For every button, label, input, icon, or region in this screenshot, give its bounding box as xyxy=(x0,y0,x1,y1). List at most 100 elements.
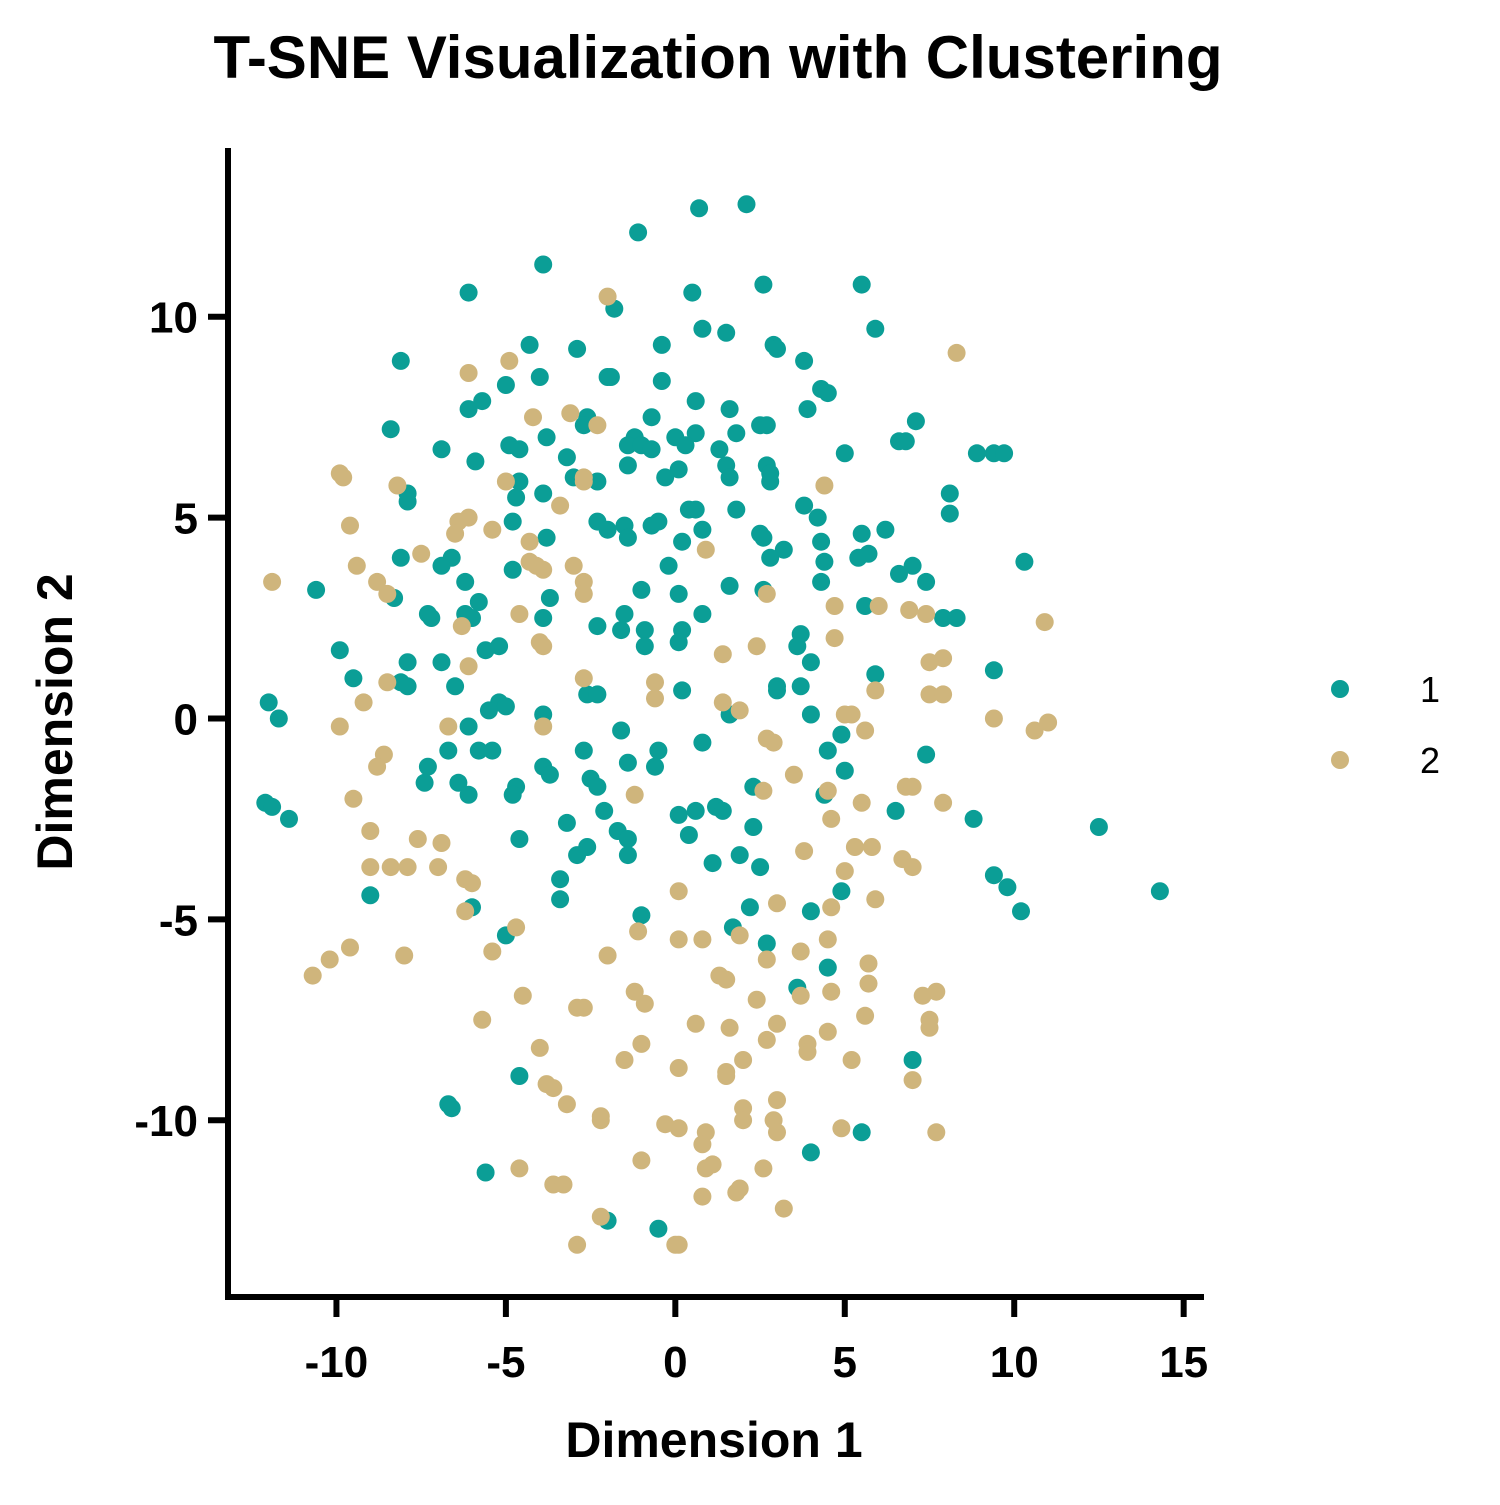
cluster-1-point xyxy=(598,368,617,386)
cluster-1-point xyxy=(1089,818,1108,836)
cluster-1-point xyxy=(476,1163,495,1182)
cluster-2-point xyxy=(900,601,919,619)
cluster-2-point xyxy=(574,998,593,1017)
cluster-1-point xyxy=(917,745,936,764)
cluster-2-point xyxy=(378,673,397,692)
cluster-1-point xyxy=(330,641,349,660)
cluster-2-point xyxy=(934,685,953,704)
cluster-1-point xyxy=(618,753,637,772)
cluster-2-point xyxy=(473,1010,492,1029)
cluster-1-point xyxy=(503,785,522,804)
cluster-1-point xyxy=(612,621,631,640)
cluster-2-point xyxy=(1035,613,1054,632)
cluster-2-point xyxy=(842,1051,861,1069)
cluster-1-point xyxy=(669,460,688,479)
cluster-2-point xyxy=(632,1151,651,1170)
cluster-1-point xyxy=(459,785,478,804)
cluster-1-point xyxy=(652,372,671,390)
cluster-2-point xyxy=(412,544,431,563)
cluster-1-point xyxy=(757,934,776,953)
cluster-1-point xyxy=(649,512,668,531)
cluster-2-point xyxy=(825,597,844,615)
cluster-1-point xyxy=(618,846,637,865)
cluster-1-point xyxy=(510,472,529,491)
legend-marker-2 xyxy=(1331,751,1349,769)
cluster-1-point xyxy=(510,440,529,459)
cluster-1-point xyxy=(730,846,749,865)
cluster-1-point xyxy=(307,580,326,599)
cluster-1-point xyxy=(642,440,661,459)
cluster-1-point xyxy=(795,351,814,370)
cluster-1-point xyxy=(530,368,549,386)
cluster-1-point xyxy=(588,777,607,796)
cluster-2-point xyxy=(795,842,814,861)
cluster-2-point xyxy=(510,605,529,623)
cluster-1-point xyxy=(588,472,607,491)
cluster-1-point xyxy=(557,448,576,467)
cluster-1-point xyxy=(906,412,925,431)
cluster-1-point xyxy=(761,472,780,491)
cluster-2-point xyxy=(768,1091,786,1110)
cluster-2-point xyxy=(432,834,451,852)
cluster-2-point xyxy=(856,1006,875,1025)
cluster-1-point xyxy=(903,556,922,575)
y-ticks: -10 -5 0 5 10 xyxy=(134,294,228,1146)
cluster-2-point xyxy=(534,717,553,736)
cluster-2-point xyxy=(984,709,1003,728)
y-tick-label: -10 xyxy=(134,1097,198,1146)
cluster-1-point xyxy=(537,428,556,447)
cluster-2-point xyxy=(534,637,553,656)
cluster-1-point xyxy=(940,504,959,523)
cluster-1-point xyxy=(761,548,780,567)
cluster-2-point xyxy=(717,970,736,989)
cluster-1-point xyxy=(391,351,410,370)
cluster-1-point xyxy=(469,593,488,611)
cluster-1-point xyxy=(612,721,631,740)
cluster-2-point xyxy=(869,597,888,615)
cluster-1-point xyxy=(422,609,441,627)
cluster-1-point xyxy=(398,492,417,511)
x-tick-label: -5 xyxy=(486,1338,525,1387)
cluster-1-point xyxy=(618,528,637,547)
cluster-2-point xyxy=(822,982,841,1001)
cluster-2-point xyxy=(303,966,322,985)
cluster-1-point xyxy=(876,520,895,539)
cluster-1-point xyxy=(503,560,522,579)
cluster-1-point xyxy=(551,890,570,909)
cluster-2-point xyxy=(947,343,966,362)
cluster-1-point xyxy=(635,621,654,640)
cluster-1-point xyxy=(269,709,288,728)
cluster-1-point xyxy=(818,741,837,760)
cluster-2-point xyxy=(842,705,861,724)
cluster-2-point xyxy=(398,858,417,877)
cluster-1-point xyxy=(432,653,451,672)
cluster-2-point xyxy=(903,858,922,877)
cluster-2-point xyxy=(747,990,766,1009)
cluster-2-point xyxy=(927,1123,946,1142)
cluster-1-point xyxy=(632,580,651,599)
cluster-2-point xyxy=(625,982,644,1001)
cluster-1-point xyxy=(866,319,885,338)
cluster-1-point xyxy=(432,556,451,575)
cluster-2-point xyxy=(591,1111,610,1130)
cluster-1-point xyxy=(520,335,539,354)
cluster-2-point xyxy=(818,781,837,800)
cluster-1-point xyxy=(598,520,617,539)
cluster-1-point xyxy=(263,797,282,816)
cluster-2-point xyxy=(500,351,519,370)
cluster-1-point xyxy=(801,653,820,672)
cluster-2-point xyxy=(463,874,481,893)
cluster-1-point xyxy=(679,826,698,844)
cluster-2-point xyxy=(791,986,810,1005)
cluster-2-point xyxy=(452,617,471,636)
cluster-1-point xyxy=(703,854,722,873)
cluster-2-point xyxy=(818,1022,837,1041)
cluster-1-point xyxy=(690,199,709,218)
cluster-1-point xyxy=(693,605,712,623)
cluster-2-point xyxy=(669,1235,688,1254)
cluster-2-point xyxy=(859,954,878,973)
cluster-2-point xyxy=(646,689,664,708)
cluster-2-point xyxy=(920,1018,939,1037)
cluster-1-point xyxy=(768,681,786,700)
